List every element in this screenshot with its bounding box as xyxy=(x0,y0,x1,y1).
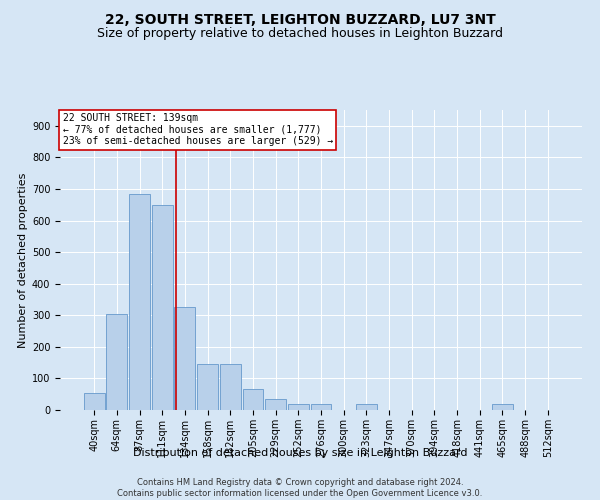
Text: 22, SOUTH STREET, LEIGHTON BUZZARD, LU7 3NT: 22, SOUTH STREET, LEIGHTON BUZZARD, LU7 … xyxy=(104,12,496,26)
Bar xyxy=(197,364,218,410)
Bar xyxy=(288,404,309,410)
Bar xyxy=(311,404,331,410)
Y-axis label: Number of detached properties: Number of detached properties xyxy=(17,172,28,348)
Bar xyxy=(129,194,150,410)
Bar xyxy=(106,314,127,410)
Text: Distribution of detached houses by size in Leighton Buzzard: Distribution of detached houses by size … xyxy=(133,448,467,458)
Bar xyxy=(84,392,104,410)
Bar xyxy=(242,390,263,410)
Text: 22 SOUTH STREET: 139sqm
← 77% of detached houses are smaller (1,777)
23% of semi: 22 SOUTH STREET: 139sqm ← 77% of detache… xyxy=(62,113,333,146)
Bar xyxy=(265,399,286,410)
Text: Contains HM Land Registry data © Crown copyright and database right 2024.
Contai: Contains HM Land Registry data © Crown c… xyxy=(118,478,482,498)
Bar xyxy=(492,404,513,410)
Bar xyxy=(356,404,377,410)
Text: Size of property relative to detached houses in Leighton Buzzard: Size of property relative to detached ho… xyxy=(97,28,503,40)
Bar xyxy=(220,364,241,410)
Bar xyxy=(175,308,196,410)
Bar xyxy=(152,204,173,410)
